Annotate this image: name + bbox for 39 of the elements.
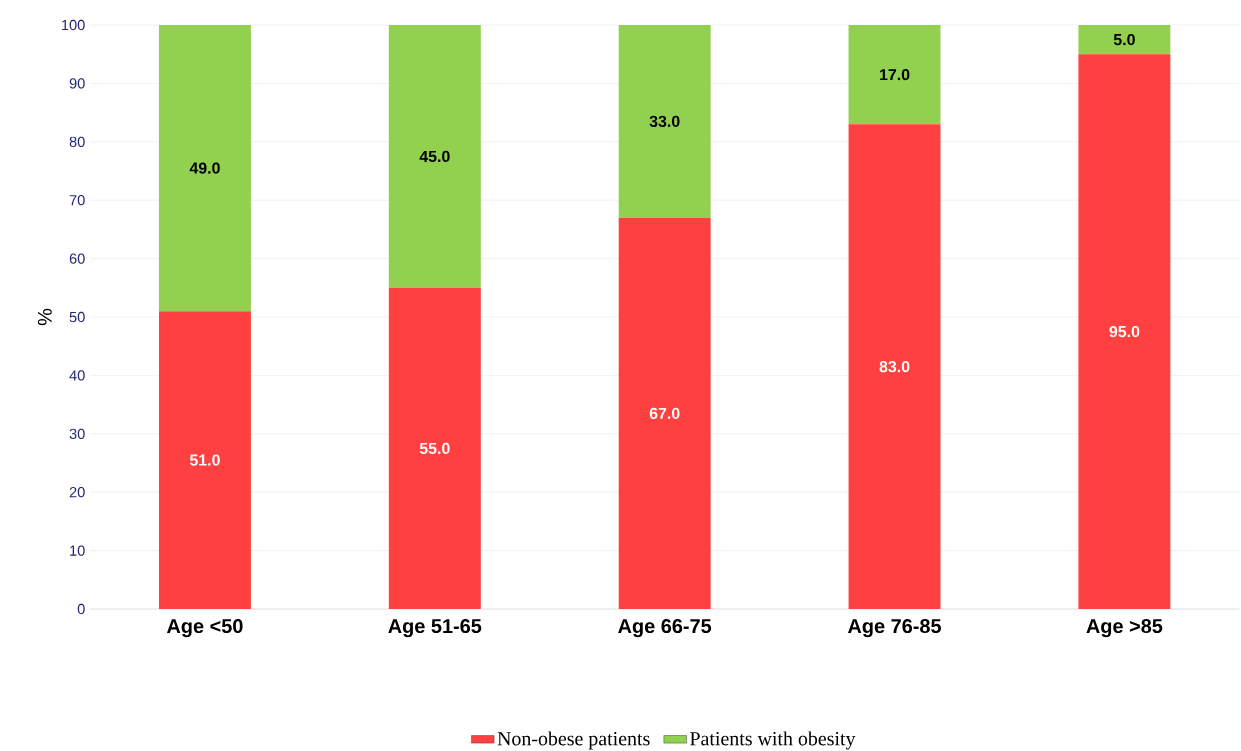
- data-label: 83.0: [879, 360, 910, 373]
- y-tick-label: 60: [69, 253, 85, 264]
- bar: [618, 24, 711, 218]
- data-label: 51.0: [189, 454, 220, 466]
- x-tick-label: Age >85: [1086, 619, 1163, 638]
- bar: [158, 24, 251, 312]
- y-tick-label: 70: [69, 195, 85, 206]
- bar: [848, 24, 941, 125]
- y-axis-title: %: [37, 308, 52, 326]
- x-tick-label: Age 51-65: [388, 619, 482, 638]
- data-label: 5.0: [1113, 33, 1135, 46]
- x-tick-label: Age <50: [166, 619, 243, 638]
- bar: [388, 24, 481, 288]
- data-label: 67.0: [649, 407, 680, 419]
- data-label: 49.0: [189, 162, 220, 174]
- x-tick-label: Age 76-85: [847, 619, 942, 638]
- x-tick-label: Age 66-75: [618, 619, 712, 638]
- y-tick-label: 10: [70, 545, 85, 556]
- y-tick-label: 80: [69, 136, 85, 147]
- bar: [388, 287, 481, 609]
- bar: [618, 217, 711, 609]
- y-tick-label: 0: [77, 603, 85, 615]
- y-tick-label: 100: [62, 19, 85, 31]
- bar: [158, 311, 251, 609]
- y-tick-label: 40: [69, 370, 85, 381]
- data-label: 95.0: [1109, 325, 1140, 338]
- legend-label: Non-obese patients: [497, 731, 650, 750]
- data-label: 55.0: [419, 442, 450, 455]
- y-tick-label: 20: [69, 487, 85, 498]
- bar: [848, 124, 941, 609]
- legend-label: Patients with obesity: [690, 731, 856, 750]
- data-label: 45.0: [419, 150, 450, 163]
- bar: [1078, 54, 1171, 609]
- bar: [1078, 24, 1171, 55]
- data-label: 33.0: [649, 115, 680, 128]
- y-tick-label: 90: [69, 78, 85, 89]
- data-label: 17.0: [880, 68, 910, 81]
- y-tick-label: 50: [69, 311, 85, 323]
- y-tick-label: 30: [69, 428, 85, 439]
